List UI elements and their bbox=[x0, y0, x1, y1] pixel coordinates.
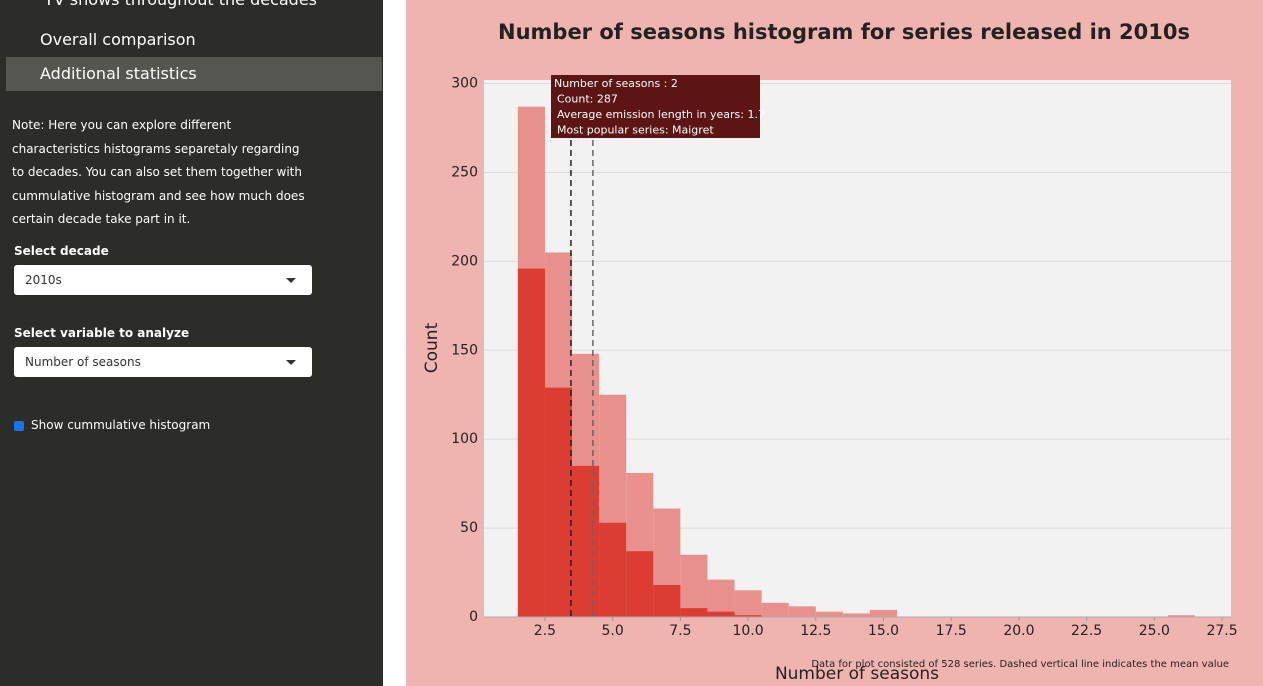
x-tick-label: 22.5 bbox=[1071, 623, 1102, 639]
tooltip-line: Most popular series: Maigret bbox=[557, 124, 714, 137]
tooltip-line: Average emission length in years: 1.7 bbox=[557, 108, 765, 121]
x-tick-label: 5.0 bbox=[602, 623, 624, 639]
decade-select[interactable]: 2010s bbox=[14, 265, 312, 295]
bar bbox=[680, 554, 708, 617]
bar bbox=[761, 602, 789, 617]
variable-label: Select variable to analyze bbox=[14, 326, 190, 340]
y-tick-label: 100 bbox=[451, 431, 478, 447]
bar bbox=[734, 615, 762, 617]
x-tick-label: 7.5 bbox=[669, 623, 691, 639]
x-tick-label: 12.5 bbox=[800, 623, 831, 639]
x-tick-label: 20.0 bbox=[1003, 623, 1034, 639]
chart: Number of seasons histogram for series r… bbox=[406, 0, 1263, 686]
bar bbox=[653, 584, 681, 617]
tooltip: Number of seasons : 2 Count: 287 Average e… bbox=[551, 75, 765, 138]
x-axis-label: Number of seasons bbox=[775, 664, 939, 684]
note: Note: Here you can explore different cha… bbox=[12, 118, 305, 226]
checkbox-label[interactable]: Show cummulative histogram bbox=[31, 418, 211, 432]
app-title: TV shows throughout the decades bbox=[44, 0, 317, 9]
y-tick-label: 0 bbox=[469, 609, 478, 625]
y-tick-label: 50 bbox=[460, 520, 478, 536]
bar bbox=[788, 606, 816, 617]
bar bbox=[626, 551, 654, 617]
tooltip-line: Number of seasons : 2 bbox=[554, 77, 678, 90]
sidebar: TV shows throughout the decades Overall … bbox=[0, 0, 383, 686]
bar bbox=[707, 579, 735, 617]
tooltip-line: Count: 287 bbox=[557, 93, 618, 106]
x-tick-label: 17.5 bbox=[936, 623, 967, 639]
annotation: Data for plot consisted of 528 series. D… bbox=[811, 659, 1229, 670]
bar bbox=[680, 608, 708, 617]
y-tick-label: 150 bbox=[451, 342, 478, 358]
y-tick-label: 200 bbox=[451, 253, 478, 269]
decade-label: Select decade bbox=[14, 244, 109, 258]
x-tick-label: 2.5 bbox=[534, 623, 556, 639]
y-tick-label: 250 bbox=[451, 164, 478, 180]
chart-title: Number of seasons histogram for series r… bbox=[498, 20, 1190, 44]
x-tick-label: 25.0 bbox=[1139, 623, 1170, 639]
bar bbox=[599, 522, 627, 617]
y-axis-label: Count bbox=[422, 322, 442, 373]
bar bbox=[734, 590, 762, 617]
variable-select[interactable]: Number of seasons bbox=[14, 347, 312, 377]
nav-item[interactable]: Overall comparison bbox=[40, 30, 196, 49]
checkbox[interactable] bbox=[14, 421, 24, 431]
bar bbox=[544, 387, 573, 617]
x-tick-label: 15.0 bbox=[868, 623, 899, 639]
bar bbox=[707, 611, 735, 617]
y-tick-label: 300 bbox=[451, 76, 478, 92]
nav-item[interactable]: Additional statistics bbox=[6, 57, 382, 91]
bar bbox=[572, 465, 600, 617]
bar bbox=[815, 611, 843, 617]
bar bbox=[1167, 615, 1195, 617]
x-tick-label: 10.0 bbox=[732, 623, 763, 639]
x-tick-label: 27.5 bbox=[1206, 623, 1237, 639]
bar bbox=[869, 609, 898, 617]
tooltip-box bbox=[551, 75, 760, 138]
bar bbox=[842, 613, 870, 617]
bar bbox=[517, 268, 545, 617]
